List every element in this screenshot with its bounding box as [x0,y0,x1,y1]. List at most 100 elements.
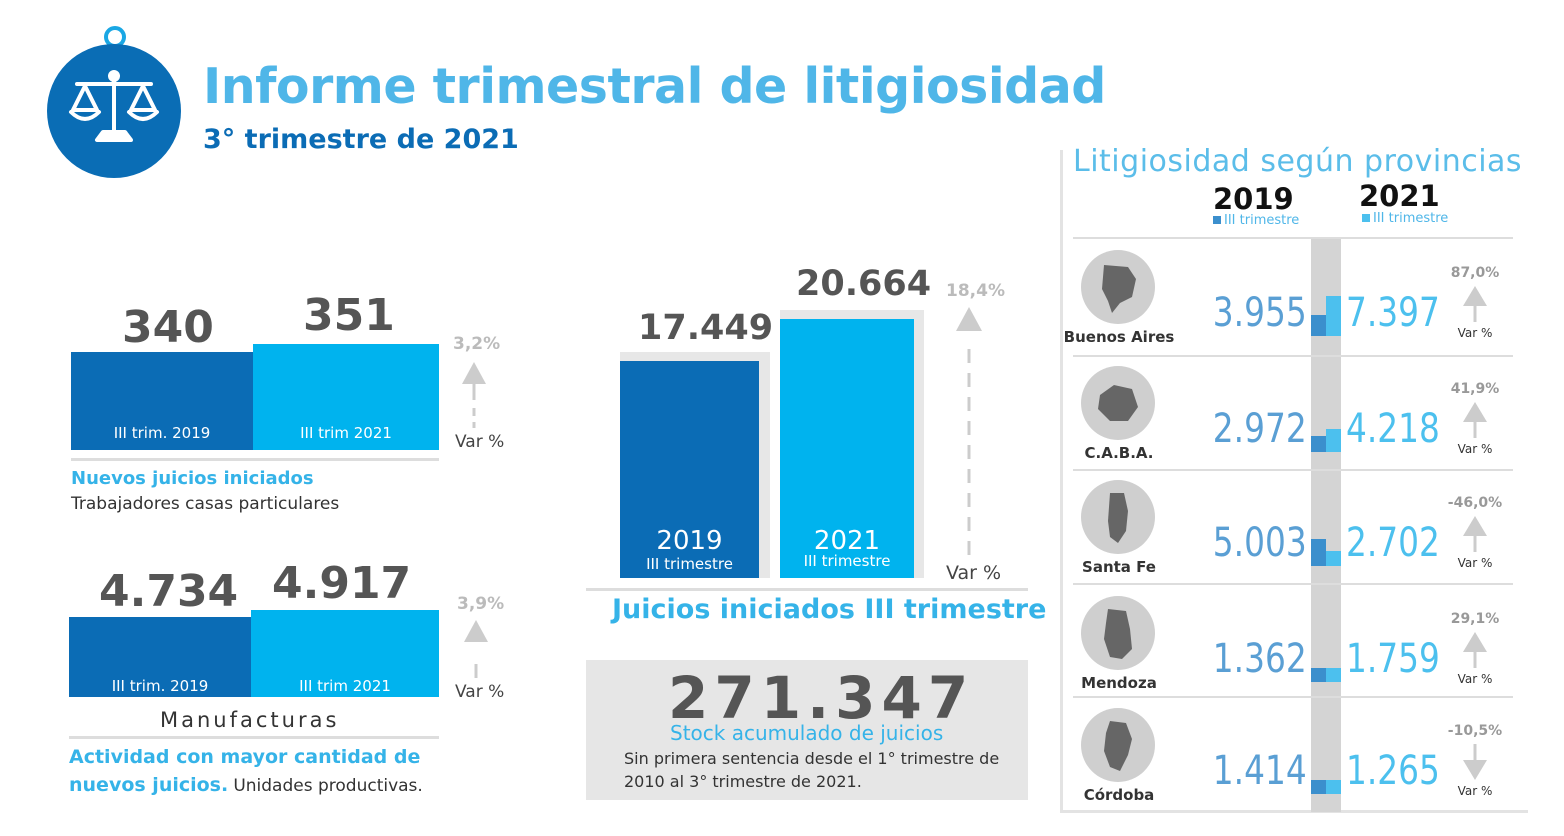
province-name: Mendoza [1081,674,1157,692]
legend-2019-label: III trimestre [1224,213,1300,228]
manu-var-pct: 3,9% [457,594,505,614]
divider [586,588,1028,591]
cordoba-map-icon [1081,708,1155,782]
buenos-aires-map-icon [1081,250,1155,324]
province-value-2019: 2.972 [1212,406,1307,452]
province-var-pct: 41,9% [1450,381,1500,397]
province-value-2021: 4.218 [1346,406,1440,452]
provinces-title: Litigiosidad según provincias [1073,144,1523,179]
province-bar-2021 [1326,296,1341,336]
center-bar-2021-sub: III trimestre [803,552,891,570]
arrow-up-icon [464,620,488,678]
casas-bar-2021-label: III trim 2021 [300,424,392,442]
manu-title-line2: nuevos juicios. Unidades productivas. [69,774,423,796]
casas-bar-2019-label: III trim. 2019 [113,424,211,442]
manu-name: Manufacturas [160,708,340,732]
province-value-2021: 2.702 [1346,520,1440,566]
province-name: Buenos Aires [1063,328,1175,346]
arrow-up-icon [1461,514,1489,554]
divider [69,736,439,739]
row-divider [1073,237,1513,239]
divider [71,458,439,461]
province-value-2021: 1.265 [1346,748,1440,794]
legend-2021: III trimestre [1362,211,1448,226]
manu-bar-2019: III trim. 2019 [69,617,251,697]
manu-bar-2019-label: III trim. 2019 [111,677,209,695]
casas-2021-value: 351 [303,290,395,341]
casas-desc: Trabajadores casas particulares [71,494,340,514]
manu-desc: Unidades productivas. [233,776,423,796]
caba-map-icon [1081,366,1155,440]
province-var-label: Var % [1457,326,1493,340]
province-var-label: Var % [1457,784,1493,798]
arrow-up-icon [1461,400,1489,440]
row-divider [1073,696,1513,698]
row-divider [1073,355,1513,357]
province-value-2019: 1.414 [1212,748,1307,794]
province-bar-2021 [1326,429,1341,452]
province-var-pct: 29,1% [1450,611,1500,627]
provinces-year-2019: 2019 [1213,182,1294,216]
center-var-pct: 18,4% [946,281,1005,301]
province-name: Santa Fe [1082,558,1156,576]
province-bar-2019 [1311,315,1326,336]
arrow-up-icon [462,362,486,428]
casas-var-label: Var % [455,432,505,452]
stock-box [586,660,1028,800]
casas-bar-2019: III trim. 2019 [71,352,253,450]
casas-var-pct: 3,2% [453,334,501,354]
manu-title-line1: Actividad con mayor cantidad de [69,746,421,768]
province-name: C.A.B.A. [1084,444,1154,462]
casas-2019-value: 340 [122,302,214,353]
manu-bar-2021: III trim 2021 [251,610,439,697]
center-2021-value: 20.664 [796,264,932,304]
stock-desc-line2: 2010 al 3° trimestre de 2021. [624,772,862,791]
legend-2021-label: III trimestre [1373,211,1449,226]
scales-of-justice-icon [69,70,159,142]
province-bar-2021 [1326,668,1341,682]
panel-border [1060,810,1528,813]
province-bar-2019 [1311,780,1326,794]
arrow-up-icon [1461,630,1489,670]
casas-title: Nuevos juicios iniciados [71,468,314,489]
panel-border [1060,150,1063,810]
arrow-down-icon [1461,742,1489,782]
province-var-label: Var % [1457,672,1493,686]
row-divider [1073,469,1513,471]
province-name: Córdoba [1083,786,1155,804]
province-value-2021: 1.759 [1346,636,1440,682]
province-var-pct: 87,0% [1450,265,1500,281]
legend-swatch-2021 [1362,214,1370,222]
stock-value: 271.347 [668,664,975,732]
mendoza-map-icon [1081,596,1155,670]
legend-swatch-2019 [1213,216,1221,224]
province-value-2019: 3.955 [1212,290,1307,336]
row-divider [1073,583,1513,585]
center-bar-2019: 2019 III trimestre [620,361,759,578]
legend-2019: III trimestre [1213,213,1299,228]
province-var-label: Var % [1457,442,1493,456]
center-bar-2021-year: 2021 [813,526,881,556]
arrow-up-icon [956,307,982,563]
center-var-label: Var % [946,562,1002,584]
province-value-2019: 1.362 [1212,636,1307,682]
province-value-2021: 7.397 [1346,290,1440,336]
provinces-year-2021: 2021 [1359,179,1440,213]
center-2019-value: 17.449 [638,308,774,348]
province-bar-2021 [1326,551,1341,566]
logo [47,44,181,178]
province-value-2019: 5.003 [1212,520,1307,566]
santa-fe-map-icon [1081,480,1155,554]
stock-desc-line1: Sin primera sentencia desde el 1° trimes… [624,749,1000,768]
stock-label: Stock acumulado de juicios [670,721,944,745]
province-var-pct: -46,0% [1447,495,1503,511]
center-bar-2019-sub: III trimestre [646,555,733,573]
page-title: Informe trimestral de litigiosidad [203,58,1106,115]
province-var-pct: -10,5% [1447,723,1503,739]
center-bar-2019-year: 2019 [656,526,723,556]
province-bar-2019 [1311,668,1326,682]
manu-2021-value: 4.917 [272,558,412,609]
province-var-label: Var % [1457,556,1493,570]
manu-title-line2-blue: nuevos juicios. [69,774,229,796]
province-bar-2019 [1311,436,1326,452]
